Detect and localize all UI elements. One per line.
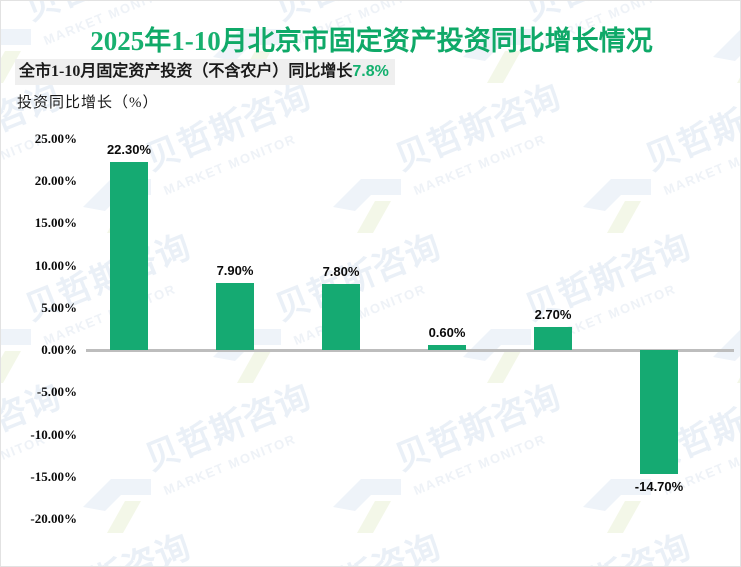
bar-value-label-4: 0.60%	[428, 325, 466, 341]
bar-value-label-1: 22.30%	[106, 141, 152, 157]
page-title-segment-1: 年	[144, 26, 172, 56]
bar-1	[110, 161, 148, 351]
bar-4	[428, 345, 466, 351]
bar-3	[322, 284, 360, 351]
bar-5	[534, 327, 572, 351]
y-axis-title: 投资同比增长（%）	[17, 95, 159, 111]
y-axis-tick: 10.00%	[34, 257, 77, 273]
y-axis-tick: 5.00%	[41, 299, 77, 315]
y-axis-tick: -20.00%	[30, 511, 77, 526]
page-title-segment-3: 月北京市固定资产投资同比增长情况	[220, 26, 653, 56]
bar-2	[216, 283, 254, 351]
bar-value-label-6: -14.70%	[634, 479, 684, 495]
subtitle-text: 全市1-10月固定资产投资（不含农户）同比增长	[19, 63, 353, 80]
bar-value-label-3: 7.80%	[322, 264, 360, 280]
y-axis-tick: 0.00%	[41, 342, 77, 358]
y-axis-tick: -10.00%	[30, 426, 77, 442]
y-axis-tick: -5.00%	[36, 384, 77, 400]
page-title: 2025年1-10月北京市固定资产投资同比增长情况	[1, 19, 740, 58]
y-axis-tick: 20.00%	[34, 173, 77, 189]
subtitle-banner: 全市1-10月固定资产投资（不含农户）同比增长7.8%	[15, 59, 395, 85]
subtitle-value: 7.8%	[352, 63, 389, 80]
y-axis-tick: 25.00%	[34, 131, 77, 146]
page-title-segment-2: 1-10	[171, 26, 221, 56]
bar-6	[640, 350, 678, 475]
y-axis-tick: -15.00%	[30, 468, 77, 484]
y-axis-tick: 15.00%	[34, 215, 77, 231]
plot-area: 25.00% 20.00% 15.00% 10.00% 5.00% 0.00% -5.00%…	[1, 119, 740, 539]
page-title-segment-0: 2025	[90, 26, 145, 56]
bar-value-label-5: 2.70%	[534, 307, 572, 323]
bar-value-label-2: 7.90%	[216, 263, 254, 279]
zero-baseline	[86, 349, 734, 353]
